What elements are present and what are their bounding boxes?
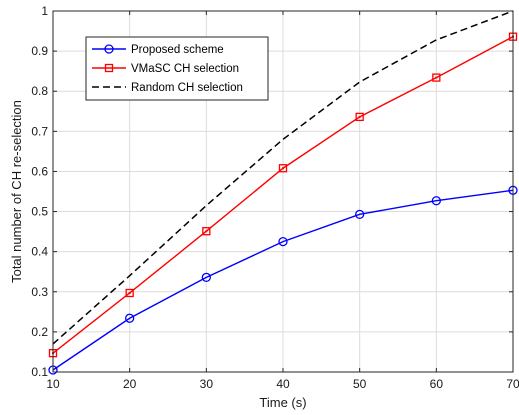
data-point-center [282,167,284,170]
legend-label: Random CH selection [131,82,243,94]
series-3 [52,10,514,345]
legend: Proposed scheme VMaSC CH selection Random … [85,36,269,101]
series-2 [48,32,518,358]
data-point [278,236,288,247]
y-tick-label: 0.1 [31,365,48,379]
data-point [201,272,211,282]
x-tick-label: 50 [353,377,367,391]
series-line [52,10,514,345]
y-tick-label: 0.8 [31,84,48,98]
legend-marker [104,44,114,54]
legend-entry: VMaSC CH selection [92,63,239,75]
legend-entry: Random CH selection [92,82,243,94]
y-axis-label: Total number of CH re-selection [9,100,24,283]
data-point-center [205,230,208,233]
legend-label: VMaSC CH selection [131,63,239,75]
x-tick-label: 10 [46,377,60,391]
y-tick-label: 1 [41,4,48,18]
data-point [355,209,365,220]
x-axis-label: Time (s) [259,395,306,410]
data-point [202,227,211,236]
series-line [52,189,514,371]
data-point [278,164,288,173]
data-point [431,196,441,206]
x-tick-labels: 10 20 30 40 50 60 70 [46,377,519,391]
x-tick-label: 60 [430,377,444,391]
y-tick-label: 0.2 [31,325,48,339]
data-point-center [128,291,131,294]
x-tick-label: 30 [200,377,214,391]
data-point [125,288,134,298]
data-point [125,313,135,323]
data-point-center [358,115,361,118]
y-tick-label: 0.4 [31,245,48,259]
data-point-center [435,76,438,79]
y-tick-label: 0.9 [31,44,48,58]
x-tick-label: 20 [123,377,137,391]
y-tick-label: 0.6 [31,164,48,178]
y-tick-labels: 0.1 0.2 0.3 0.4 0.5 0.6 0.7 0.8 0.9 1 [31,4,48,379]
y-tick-label: 0.7 [31,124,48,138]
legend-label: Proposed scheme [131,44,224,56]
axis-ticks [52,10,514,373]
x-tick-label: 70 [506,377,519,391]
legend-entry: Proposed scheme [92,44,224,56]
x-tick-label: 40 [276,377,290,391]
data-point [355,112,364,122]
y-tick-label: 0.3 [31,285,48,299]
legend-marker [104,63,114,73]
y-tick-label: 0.5 [31,205,48,219]
data-point [432,73,441,82]
